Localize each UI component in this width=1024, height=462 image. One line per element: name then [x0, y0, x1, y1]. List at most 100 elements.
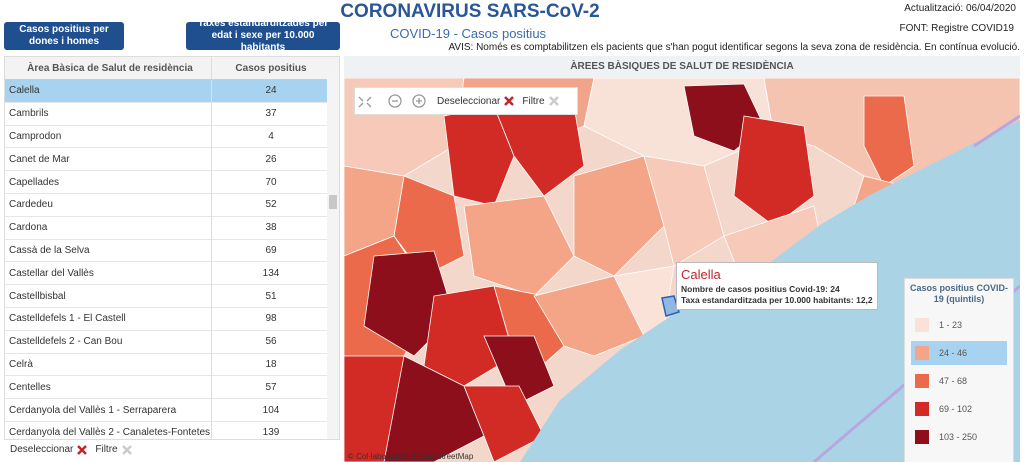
table-footer: Deseleccionar Filtre — [10, 444, 140, 455]
table: Àrea Bàsica de Salut de residència Casos… — [4, 56, 340, 440]
legend-label: 24 - 46 — [939, 348, 968, 358]
legend-label: 1 - 23 — [939, 320, 963, 330]
source: FONT: Registre COVID19 — [899, 23, 1014, 34]
case-count: 98 — [265, 313, 277, 325]
table-row[interactable]: Centelles 57 — [5, 376, 339, 400]
area-name: Centelles — [5, 376, 212, 399]
column-header[interactable]: Casos positius — [235, 62, 307, 74]
scroll-thumb[interactable] — [329, 195, 337, 209]
case-count: 134 — [262, 267, 280, 279]
case-count: 26 — [265, 153, 277, 165]
case-count: 37 — [265, 108, 277, 120]
area-name: Cardona — [5, 216, 212, 239]
map-panel: ÀREES BÀSIQUES DE SALUT DE RESIDÈNCIA De… — [344, 56, 1020, 462]
legend-item[interactable]: 47 - 68 — [911, 369, 1007, 393]
table-row[interactable]: Canet de Mar 26 — [5, 148, 339, 172]
regions — [344, 77, 1020, 462]
area-name: Castellar del Vallès — [5, 262, 212, 285]
deselect[interactable]: Deseleccionar — [437, 95, 501, 107]
table-row[interactable]: Celrà 18 — [5, 353, 339, 377]
table-row[interactable]: Castelldefels 1 - El Castell 98 — [5, 307, 339, 331]
area-name: Celrà — [5, 353, 212, 376]
table-row[interactable]: Cassà de la Selva 69 — [5, 239, 339, 263]
notice: AVIS: Només es comptabilitzen els pacien… — [448, 42, 1020, 53]
legend-swatch — [915, 430, 929, 444]
area-name: Castelldefels 1 - El Castell — [5, 307, 212, 330]
table-body: Calella 24 Cambrils 37 Camprodon 4 Canet de Ma… — [5, 80, 339, 439]
attribution: © Col·laboradors d'OpenStreetMap — [348, 452, 474, 461]
area-name: Cassà de la Selva — [5, 239, 212, 262]
case-count: 24 — [265, 85, 277, 97]
case-count: 69 — [265, 244, 277, 256]
case-count: 70 — [265, 176, 277, 188]
subtitle: COVID-19 - Casos positius — [390, 26, 547, 41]
table-row[interactable]: Cerdanyola del Vallès 1 - Serraparera 104 — [5, 399, 339, 422]
table-row[interactable]: Castelldefels 2 - Can Bou 56 — [5, 330, 339, 354]
table-row[interactable]: Capellades 70 — [5, 171, 339, 194]
legend-label: 69 - 102 — [939, 404, 973, 414]
area-name: Cardedeu — [5, 193, 212, 216]
map-header — [344, 56, 1020, 78]
table-row[interactable]: Cardona 38 — [5, 216, 339, 240]
title: CORONAVIRUS SARS-CoV-2 — [340, 1, 600, 22]
table-row[interactable]: Cerdanyola del Vallès 2 - Canaletes-Font… — [5, 421, 339, 439]
case-count: 18 — [265, 358, 277, 370]
area-name: Canet de Mar — [5, 148, 212, 171]
legend-item[interactable]: 69 - 102 — [911, 397, 1007, 421]
legend-item[interactable]: 103 - 250 — [911, 425, 1007, 449]
updated: Actualització: 06/04/2020 — [904, 3, 1016, 14]
legend-swatch — [915, 318, 929, 332]
area-name: Camprodon — [5, 125, 212, 148]
column-header[interactable]: Àrea Bàsica de Salut de residència — [5, 57, 212, 79]
legend-swatch — [915, 402, 929, 416]
case-count: 57 — [265, 381, 277, 393]
zoom-icons[interactable] — [355, 93, 427, 109]
legend-swatch — [915, 346, 929, 360]
area-name: Castelldefels 2 - Can Bou — [5, 330, 212, 353]
legend-label: 47 - 68 — [939, 376, 968, 386]
map-title: ÀREES BÀSIQUES DE SALUT DE RESIDÈNCIA — [570, 61, 794, 72]
table-row[interactable]: Camprodon 4 — [5, 125, 339, 149]
scrollbar[interactable] — [327, 79, 339, 439]
icon — [504, 96, 515, 106]
table-row[interactable]: Calella 24 — [5, 80, 339, 103]
case-count: 52 — [265, 199, 277, 211]
button[interactable]: Casos positius per dones i homes — [4, 22, 124, 50]
legend-label: 103 - 250 — [939, 432, 978, 442]
tooltip-line: Taxa estandarditzada per 10.000 habitant… — [681, 295, 873, 305]
tooltip-line: Nombre de casos positius Covid-19: 24 — [681, 284, 840, 294]
case-count: 38 — [265, 222, 277, 234]
area-name: Capellades — [5, 171, 212, 193]
area-name: Cambrils — [5, 102, 212, 125]
case-count: 51 — [265, 290, 277, 302]
map-toolbar: Deseleccionar Filtre — [354, 87, 578, 115]
icon — [121, 444, 132, 455]
legend-item[interactable]: 1 - 23 — [911, 313, 1007, 337]
area-name: Castellbisbal — [5, 285, 212, 307]
table-row[interactable]: Cambrils 37 — [5, 102, 339, 126]
tooltip: Calella Nombre de casos positius Covid-1… — [676, 262, 878, 310]
filter[interactable]: Filtre — [522, 95, 545, 107]
selected-region[interactable] — [661, 295, 680, 317]
tooltip-title: Calella — [681, 267, 721, 282]
legend-swatch — [915, 374, 929, 388]
area-name: Cerdanyola del Vallès 2 - Canaletes-Font… — [5, 421, 212, 439]
case-count: 4 — [268, 130, 274, 142]
deselect[interactable]: Deseleccionar — [10, 444, 74, 455]
table-row[interactable]: Castellar del Vallès 134 — [5, 262, 339, 286]
legend-title: Casos positius COVID-19 (quintils) — [909, 283, 1008, 304]
table-row[interactable]: Cardedeu 52 — [5, 193, 339, 217]
icon — [548, 96, 559, 106]
table-row[interactable]: Castellbisbal 51 — [5, 285, 339, 308]
button[interactable]: Taxes estandarditzades per edat i sexe p… — [186, 18, 340, 53]
area-name: Calella — [5, 80, 212, 102]
icon — [77, 444, 88, 455]
map[interactable] — [344, 56, 1020, 462]
table-header: Àrea Bàsica de Salut de residència Casos… — [5, 57, 339, 80]
area-name: Cerdanyola del Vallès 1 - Serraparera — [5, 399, 212, 421]
legend-item[interactable]: 24 - 46 — [911, 341, 1007, 365]
case-count: 104 — [262, 404, 280, 416]
case-count: 139 — [262, 427, 280, 439]
filter[interactable]: Filtre — [95, 444, 118, 455]
